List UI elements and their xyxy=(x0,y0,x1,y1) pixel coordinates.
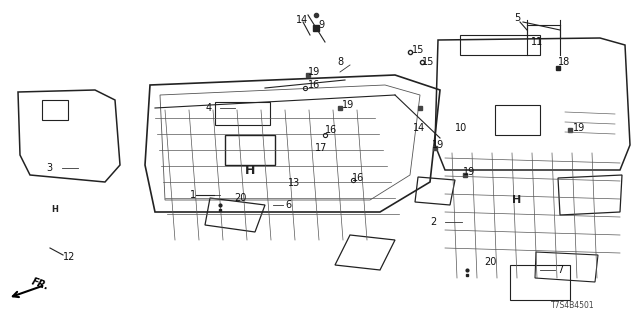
Text: 2: 2 xyxy=(429,217,436,227)
Text: H: H xyxy=(245,164,255,177)
Text: T7S4B4501: T7S4B4501 xyxy=(552,301,595,310)
Text: 14: 14 xyxy=(296,15,308,25)
Text: 15: 15 xyxy=(422,57,435,67)
Text: 16: 16 xyxy=(308,80,320,90)
Text: 16: 16 xyxy=(325,125,337,135)
Text: 7: 7 xyxy=(557,265,563,275)
Text: H: H xyxy=(52,205,58,214)
Text: 13: 13 xyxy=(288,178,300,188)
Text: H: H xyxy=(513,195,522,205)
Text: 14: 14 xyxy=(413,123,425,133)
Text: 11: 11 xyxy=(531,37,543,47)
Text: 19: 19 xyxy=(573,123,585,133)
Text: 18: 18 xyxy=(558,57,570,67)
Text: 5: 5 xyxy=(514,13,520,23)
Text: 19: 19 xyxy=(308,67,320,77)
Text: 16: 16 xyxy=(352,173,364,183)
Text: 10: 10 xyxy=(455,123,467,133)
Text: FR.: FR. xyxy=(30,276,51,292)
Text: 1: 1 xyxy=(190,190,196,200)
Text: 9: 9 xyxy=(318,20,324,30)
Text: 3: 3 xyxy=(46,163,52,173)
Text: 12: 12 xyxy=(63,252,76,262)
Text: 19: 19 xyxy=(463,167,476,177)
Text: 20: 20 xyxy=(234,193,246,203)
Text: 17: 17 xyxy=(315,143,328,153)
Text: 19: 19 xyxy=(342,100,355,110)
Text: 20: 20 xyxy=(484,257,496,267)
Text: 19: 19 xyxy=(432,140,444,150)
Text: 8: 8 xyxy=(337,57,343,67)
Text: 6: 6 xyxy=(285,200,291,210)
Text: 15: 15 xyxy=(412,45,424,55)
Text: 4: 4 xyxy=(206,103,212,113)
